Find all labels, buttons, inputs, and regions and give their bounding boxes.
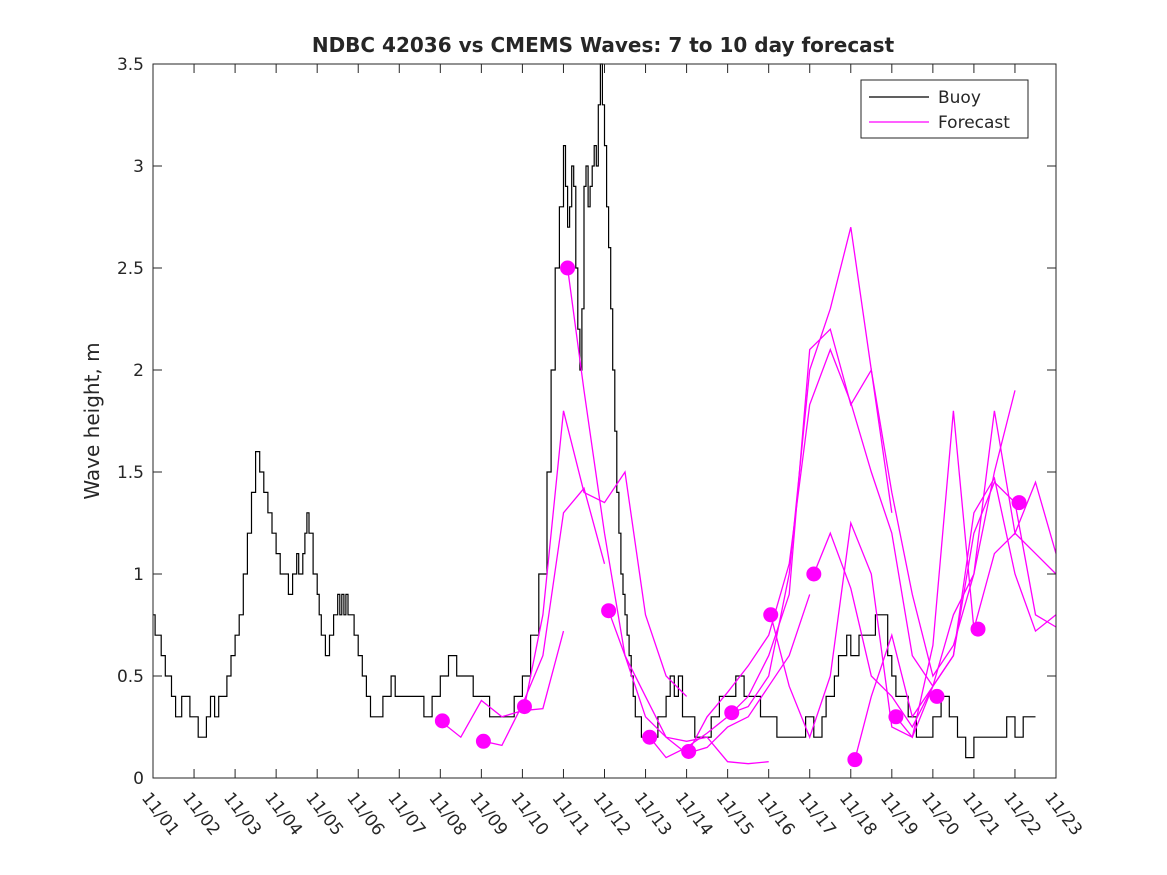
y-axis-label: Wave height, m	[80, 342, 104, 499]
x-tick-label: 11/14	[671, 789, 717, 840]
x-tick-label: 11/13	[630, 789, 676, 840]
forecast-marker	[560, 260, 576, 276]
x-tick-label: 11/19	[876, 789, 922, 840]
y-tick-label: 3.5	[117, 55, 144, 75]
legend-buoy-label: Buoy	[938, 88, 981, 108]
buoy-line	[153, 63, 1036, 759]
x-tick-label: 11/16	[753, 789, 799, 840]
x-tick-label: 11/20	[917, 789, 963, 840]
y-tick-label: 2	[133, 361, 144, 381]
forecast-marker	[516, 699, 532, 715]
buoy-series	[153, 63, 1036, 759]
forecast-marker	[929, 688, 945, 704]
forecast-line	[483, 486, 606, 747]
legend: Buoy Forecast	[860, 79, 1029, 139]
x-tick-label: 11/01	[137, 789, 183, 840]
forecast-line	[607, 594, 811, 755]
x-tick-label: 11/18	[835, 789, 881, 840]
plot-area	[153, 64, 1056, 778]
forecast-marker	[970, 621, 986, 637]
forecast-marker	[1011, 495, 1027, 511]
x-tick-label: 11/03	[219, 789, 265, 840]
y-tick-label: 2.5	[117, 259, 144, 279]
x-tick-label: 11/15	[712, 789, 758, 840]
y-tick-label: 0	[133, 769, 144, 789]
forecast-line	[523, 410, 688, 707]
x-tick-label: 11/21	[958, 789, 1004, 840]
x-tick-label: 11/10	[506, 789, 552, 840]
y-tick-label: 0.5	[117, 667, 144, 687]
forecast-marker	[601, 603, 617, 619]
forecast-marker	[763, 607, 779, 623]
forecast-marker	[475, 733, 491, 749]
forecast-marker	[642, 729, 658, 745]
x-tick-label: 11/06	[342, 789, 388, 840]
forecast-line	[688, 347, 934, 752]
forecast-line	[854, 476, 1057, 760]
x-tick-label: 11/04	[260, 789, 306, 840]
forecast-marker	[724, 705, 740, 721]
forecast-marker	[434, 713, 450, 729]
x-tick-label: 11/12	[589, 789, 635, 840]
legend-forecast-label: Forecast	[938, 113, 1010, 133]
x-tick-label: 11/23	[1040, 789, 1086, 840]
forecast-marker	[888, 709, 904, 725]
x-tick-label: 11/11	[548, 789, 594, 840]
y-tick-label: 1.5	[117, 463, 144, 483]
x-tick-label: 11/02	[178, 789, 224, 840]
x-tick-label: 11/08	[424, 789, 470, 840]
x-tick-label: 11/17	[794, 789, 840, 840]
y-axis: 0 0.5 1 1.5 2 2.5 3 3.5	[117, 55, 1056, 789]
forecast-markers	[434, 260, 1027, 768]
chart-title: NDBC 42036 vs CMEMS Waves: 7 to 10 day f…	[312, 33, 895, 57]
forecast-marker	[847, 752, 863, 768]
forecast-line	[731, 227, 1016, 714]
x-tick-label: 11/05	[301, 789, 347, 840]
y-tick-label: 1	[133, 565, 144, 585]
y-tick-label: 3	[133, 157, 144, 177]
forecast-marker	[806, 566, 822, 582]
forecast-line	[439, 630, 565, 739]
x-tick-label: 11/22	[999, 789, 1045, 840]
legend-box	[860, 79, 1029, 139]
forecast-marker	[681, 743, 697, 759]
x-tick-label: 11/07	[383, 789, 429, 840]
x-tick-label: 11/09	[465, 789, 511, 840]
